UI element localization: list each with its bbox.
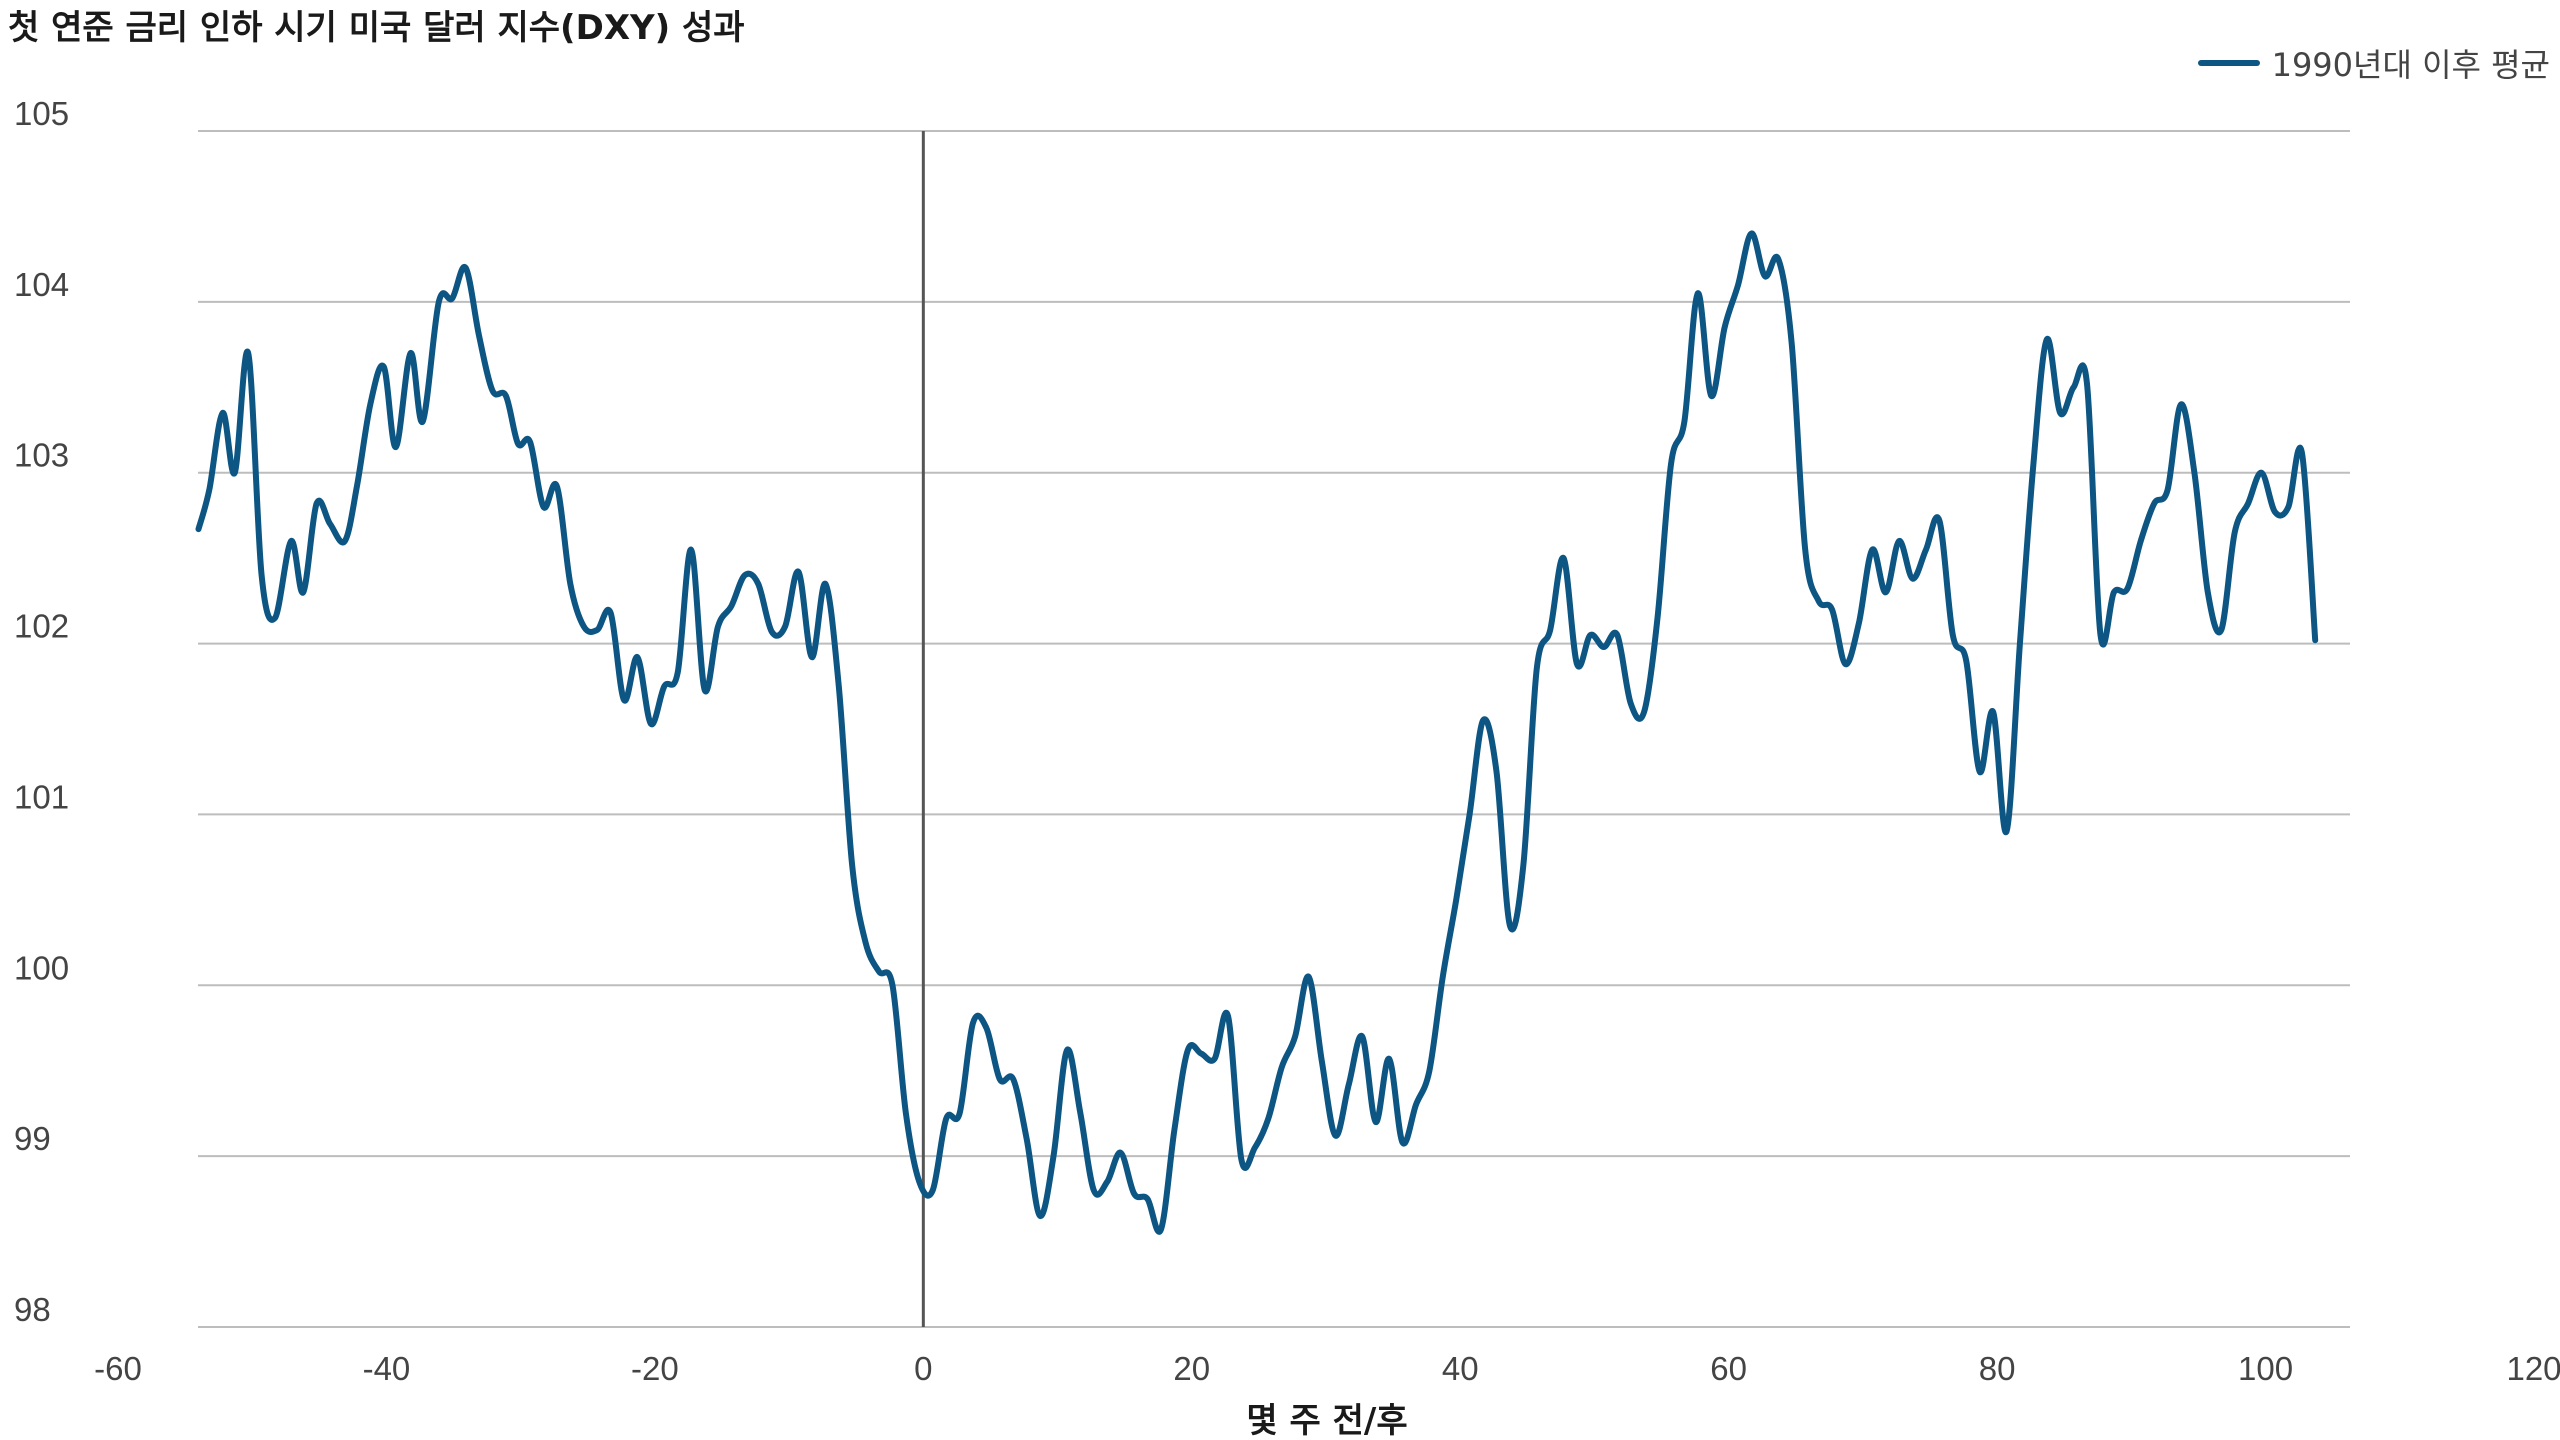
x-tick-label: 80	[1979, 1350, 2016, 1387]
y-tick-label: 99	[14, 1120, 51, 1157]
y-tick-label: 100	[14, 949, 69, 986]
series-group	[195, 230, 2319, 1235]
legend-line-swatch	[2197, 60, 2260, 66]
legend-label: 1990년대 이후 평균	[2271, 46, 2550, 84]
x-axis-ticks: -60 -40 -20 0 20 40 60 80 100 120	[94, 1350, 2560, 1387]
y-tick-label: 103	[14, 437, 69, 474]
y-tick-label: 105	[14, 95, 69, 132]
gridlines	[198, 130, 2350, 1328]
x-tick-label: -20	[631, 1350, 679, 1387]
x-tick-label: 20	[1173, 1350, 1210, 1387]
x-tick-label: 0	[914, 1350, 932, 1387]
x-tick-label: 120	[2506, 1350, 2560, 1387]
y-tick-label: 104	[14, 266, 69, 303]
series-line-0	[195, 230, 2319, 1235]
x-tick-label: 100	[2238, 1350, 2293, 1387]
y-tick-label: 98	[14, 1291, 51, 1328]
y-tick-label: 102	[14, 608, 69, 645]
y-tick-label: 101	[14, 778, 69, 815]
x-axis-title: 몇 주 전/후	[1246, 1401, 1407, 1440]
x-tick-label: -40	[363, 1350, 411, 1387]
x-tick-label: -60	[94, 1350, 142, 1387]
y-axis-ticks: 98 99 100 101 102 103 104 105	[14, 95, 69, 1328]
x-tick-label: 60	[1710, 1350, 1747, 1387]
legend: 1990년대 이후 평균	[2197, 40, 2550, 86]
x-tick-label: 40	[1442, 1350, 1479, 1387]
chart-title: 첫 연준 금리 인하 시기 미국 달러 지수(DXY) 성과	[8, 8, 745, 48]
